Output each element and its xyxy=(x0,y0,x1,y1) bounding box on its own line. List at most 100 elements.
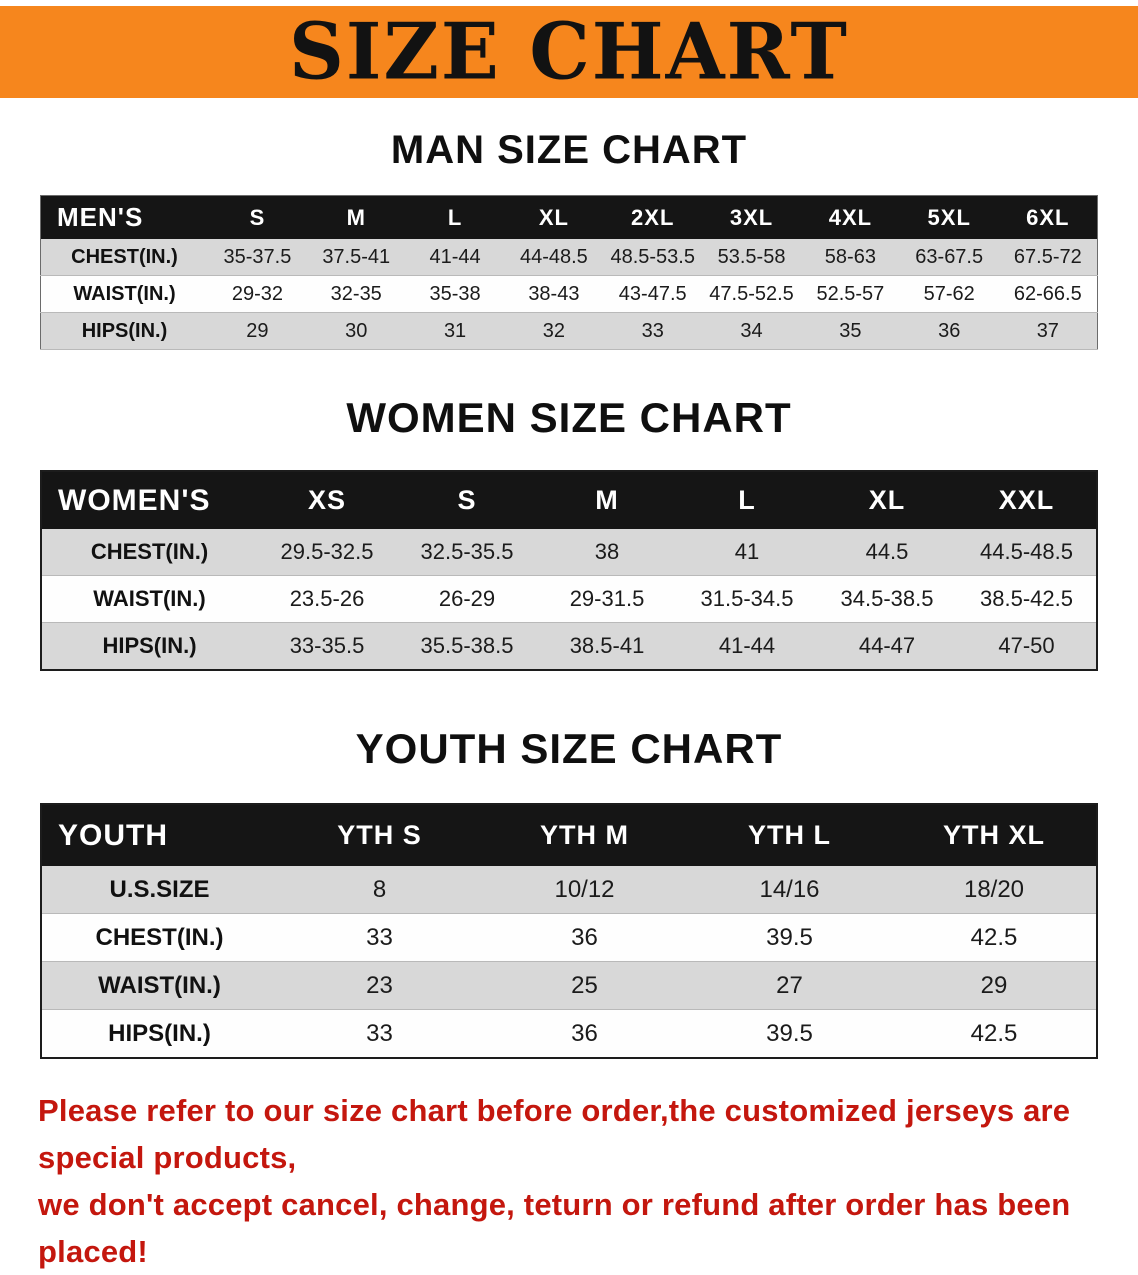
size-column-header: S xyxy=(397,471,537,529)
size-column-header: YTH L xyxy=(687,804,892,866)
size-column-header: 4XL xyxy=(800,195,900,239)
size-value-cell: 31.5-34.5 xyxy=(677,575,817,623)
table-row: WAIST(IN.) 23.5-26 26-29 29-31.5 31.5-34.5 34… xyxy=(41,575,1097,623)
size-value-cell: 42.5 xyxy=(892,913,1097,962)
table-row: HIPS(IN.) 33 36 39.5 42.5 xyxy=(41,1009,1097,1059)
table-row: U.S.SIZE 8 10/12 14/16 18/20 xyxy=(41,866,1097,914)
size-value-cell: 38.5-42.5 xyxy=(957,575,1097,623)
size-value-cell: 31 xyxy=(405,312,505,350)
size-value-cell: 32 xyxy=(504,312,604,350)
size-value-cell: 32.5-35.5 xyxy=(397,529,537,576)
row-label-cell: HIPS(IN.) xyxy=(41,1009,277,1059)
size-value-cell: 29 xyxy=(208,312,307,350)
size-value-cell: 29-32 xyxy=(208,275,307,313)
size-value-cell: 36 xyxy=(482,1009,687,1059)
size-value-cell: 44.5 xyxy=(817,529,957,576)
size-value-cell: 41-44 xyxy=(677,622,817,671)
women-size-chart-heading: WOMEN SIZE CHART xyxy=(346,394,792,441)
table-row: CHEST(IN.) 35-37.5 37.5-41 41-44 44-48.5 48.5… xyxy=(40,239,1098,276)
size-value-cell: 10/12 xyxy=(482,866,687,914)
man-size-chart-heading: MAN SIZE CHART xyxy=(390,128,748,172)
size-value-cell: 27 xyxy=(687,961,892,1010)
size-column-header: L xyxy=(677,471,817,529)
banner-title: SIZE CHART xyxy=(289,6,849,97)
size-value-cell: 42.5 xyxy=(892,1009,1097,1059)
size-value-cell: 37.5-41 xyxy=(306,239,406,276)
row-label-cell: U.S.SIZE xyxy=(41,866,277,914)
size-value-cell: 8 xyxy=(277,866,482,914)
header-row: WOMEN'S XS S M L XL XXL xyxy=(41,471,1097,529)
size-column-header: YTH M xyxy=(482,804,687,866)
women-size-table: WOMEN'S XS S M L XL XXL CHEST(IN.) 29.5-32.5 32.5… xyxy=(40,470,1098,671)
size-value-cell: 34 xyxy=(702,312,801,350)
size-column-header: 2XL xyxy=(603,195,703,239)
size-column-header: 6XL xyxy=(998,195,1098,239)
row-label-cell: WAIST(IN.) xyxy=(40,275,208,313)
size-column-header: YTH XL xyxy=(892,804,1097,866)
size-value-cell: 29 xyxy=(892,961,1097,1010)
size-column-header: YTH S xyxy=(277,804,482,866)
size-value-cell: 48.5-53.5 xyxy=(603,239,703,276)
size-value-cell: 23 xyxy=(277,961,482,1010)
youth-size-chart-heading: YOUTH SIZE CHART xyxy=(355,725,783,772)
table-row: HIPS(IN.) 29 30 31 32 33 34 35 36 37 xyxy=(40,312,1098,350)
size-value-cell: 41-44 xyxy=(405,239,505,276)
size-value-cell: 37 xyxy=(998,312,1098,350)
size-value-cell: 29.5-32.5 xyxy=(257,529,397,576)
size-value-cell: 35-37.5 xyxy=(208,239,307,276)
size-value-cell: 34.5-38.5 xyxy=(817,575,957,623)
header-row: YOUTH YTH S YTH M YTH L YTH XL xyxy=(41,804,1097,866)
table-row: HIPS(IN.) 33-35.5 35.5-38.5 38.5-41 41-44 44-… xyxy=(41,622,1097,671)
size-value-cell: 25 xyxy=(482,961,687,1010)
row-label-cell: CHEST(IN.) xyxy=(41,529,257,576)
size-value-cell: 18/20 xyxy=(892,866,1097,914)
size-value-cell: 23.5-26 xyxy=(257,575,397,623)
size-value-cell: 44.5-48.5 xyxy=(957,529,1097,576)
banner: SIZE CHART xyxy=(0,6,1138,98)
footer-note: Please refer to our size chart before or… xyxy=(38,1087,1100,1275)
size-value-cell: 62-66.5 xyxy=(998,275,1098,313)
size-column-header: L xyxy=(405,195,505,239)
size-value-cell: 29-31.5 xyxy=(537,575,677,623)
row-label-cell: HIPS(IN.) xyxy=(40,312,208,350)
size-value-cell: 38-43 xyxy=(504,275,604,313)
size-column-header: M xyxy=(306,195,406,239)
size-value-cell: 36 xyxy=(482,913,687,962)
size-value-cell: 38 xyxy=(537,529,677,576)
row-label-cell: CHEST(IN.) xyxy=(40,239,208,276)
size-value-cell: 33 xyxy=(277,1009,482,1059)
size-value-cell: 44-48.5 xyxy=(504,239,604,276)
size-column-header: XL xyxy=(817,471,957,529)
row-label-cell: WAIST(IN.) xyxy=(41,961,277,1010)
size-column-header: S xyxy=(208,195,307,239)
size-value-cell: 41 xyxy=(677,529,817,576)
size-value-cell: 38.5-41 xyxy=(537,622,677,671)
table-row: WAIST(IN.) 23 25 27 29 xyxy=(41,961,1097,1010)
size-column-header: XS xyxy=(257,471,397,529)
size-value-cell: 36 xyxy=(899,312,999,350)
size-value-cell: 58-63 xyxy=(800,239,900,276)
table-row: CHEST(IN.) 29.5-32.5 32.5-35.5 38 41 44.5 44.5… xyxy=(41,529,1097,576)
size-value-cell: 32-35 xyxy=(306,275,406,313)
size-column-header: XXL xyxy=(957,471,1097,529)
size-value-cell: 35-38 xyxy=(405,275,505,313)
size-value-cell: 47.5-52.5 xyxy=(702,275,801,313)
table-title-cell: YOUTH xyxy=(41,804,277,866)
size-column-header: 3XL xyxy=(702,195,801,239)
size-value-cell: 39.5 xyxy=(687,1009,892,1059)
row-label-cell: HIPS(IN.) xyxy=(41,622,257,671)
youth-size-table: YOUTH YTH S YTH M YTH L YTH XL U.S.SIZE 8 10/12… xyxy=(40,803,1098,1059)
size-column-header: XL xyxy=(504,195,604,239)
header-row: MEN'S S M L XL 2XL 3XL 4XL 5XL 6XL xyxy=(40,195,1098,239)
row-label-cell: WAIST(IN.) xyxy=(41,575,257,623)
footer-note-line-1: Please refer to our size chart before or… xyxy=(38,1093,1071,1175)
table-title-cell: WOMEN'S xyxy=(41,471,257,529)
size-value-cell: 33-35.5 xyxy=(257,622,397,671)
row-label-cell: CHEST(IN.) xyxy=(41,913,277,962)
men-size-table: MEN'S S M L XL 2XL 3XL 4XL 5XL 6XL CHEST(IN.) 35-37… xyxy=(40,195,1098,350)
table-row: CHEST(IN.) 33 36 39.5 42.5 xyxy=(41,913,1097,962)
size-value-cell: 26-29 xyxy=(397,575,537,623)
size-value-cell: 33 xyxy=(277,913,482,962)
size-column-header: 5XL xyxy=(899,195,999,239)
